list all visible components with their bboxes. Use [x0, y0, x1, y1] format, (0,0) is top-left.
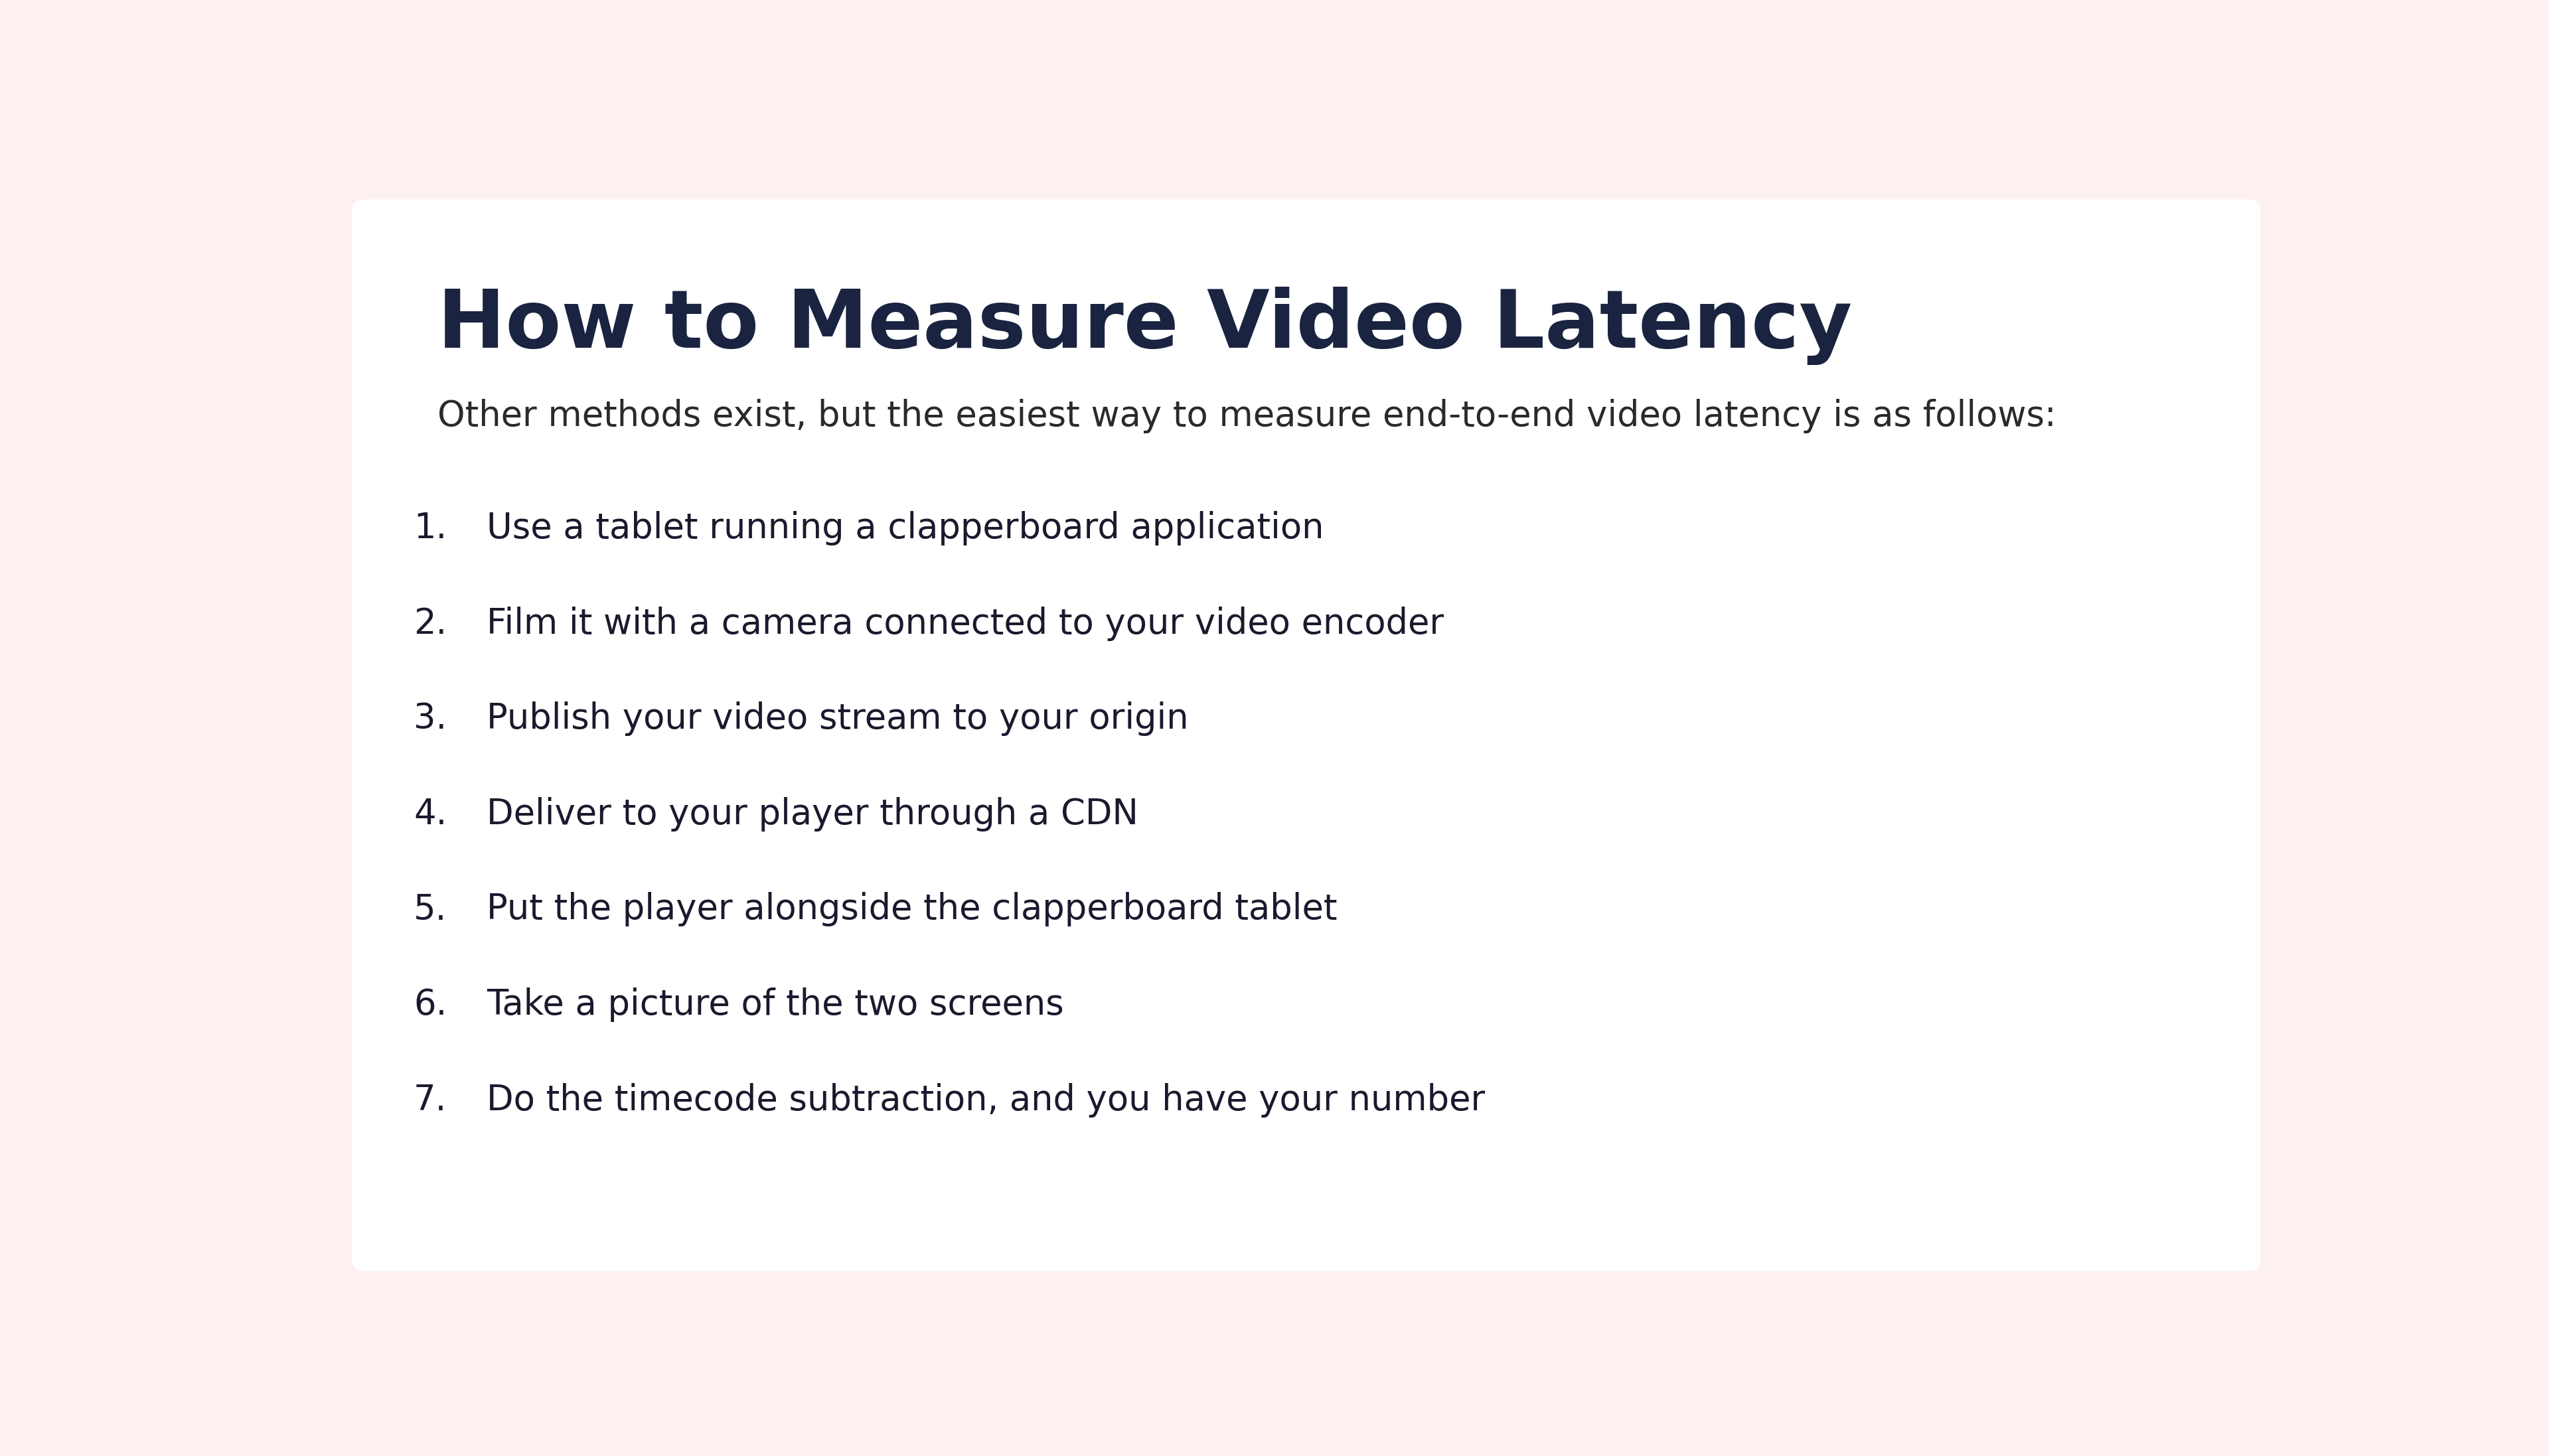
Text: 1.: 1.: [413, 511, 446, 546]
Text: How to Measure Video Latency: How to Measure Video Latency: [438, 287, 1853, 365]
Text: 6.: 6.: [413, 987, 446, 1022]
Text: Take a picture of the two screens: Take a picture of the two screens: [487, 987, 1063, 1022]
Text: Use a tablet running a clapperboard application: Use a tablet running a clapperboard appl…: [487, 511, 1323, 546]
Text: Publish your video stream to your origin: Publish your video stream to your origin: [487, 702, 1188, 737]
FancyBboxPatch shape: [352, 199, 2261, 1271]
Text: 7.: 7.: [413, 1083, 446, 1117]
Text: Put the player alongside the clapperboard tablet: Put the player alongside the clapperboar…: [487, 893, 1338, 927]
Text: 2.: 2.: [413, 606, 446, 641]
Text: 4.: 4.: [413, 796, 446, 831]
Text: 3.: 3.: [413, 702, 446, 737]
Text: Do the timecode subtraction, and you have your number: Do the timecode subtraction, and you hav…: [487, 1083, 1486, 1117]
Text: Deliver to your player through a CDN: Deliver to your player through a CDN: [487, 796, 1139, 831]
Text: Other methods exist, but the easiest way to measure end-to-end video latency is : Other methods exist, but the easiest way…: [438, 399, 2057, 434]
Text: Film it with a camera connected to your video encoder: Film it with a camera connected to your …: [487, 606, 1443, 641]
Text: 5.: 5.: [413, 893, 446, 927]
